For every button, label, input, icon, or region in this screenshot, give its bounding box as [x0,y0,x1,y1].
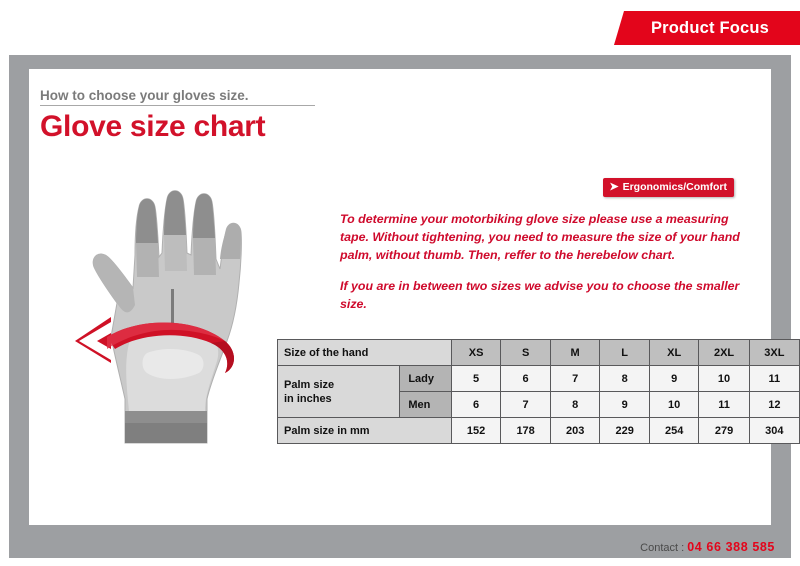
table-row-lady: Palm size in inches Lady 5 6 7 8 9 10 11 [276,365,800,418]
label-palm-size-mm: Palm size in mm [277,417,452,444]
cell-lady-xs: 5 [450,365,502,392]
product-focus-label: Product Focus [650,18,770,37]
cell-mm-3xl: 304 [748,417,800,444]
cell-men-3xl: 12 [748,391,800,418]
cell-men-l: 9 [599,391,650,418]
cell-mm-xl: 254 [648,417,700,444]
contact-phone: 04 66 388 585 [687,540,775,554]
instructions-line-1: To determine your motorbiking glove size… [340,212,729,244]
page-frame [9,55,791,558]
ergonomics-comfort-tag: ➤ Ergonomics/Comfort [603,178,734,197]
instructions-line-3: Then, reffer to the herebelow chart. [468,248,676,262]
cell-mm-2xl: 279 [698,417,750,444]
label-inches-line-1: Palm size [284,378,335,391]
contact-label: Contact : [640,542,685,554]
hand-palm-measure-illustration [75,190,242,444]
instructions-text: To determine your motorbiking glove size… [340,210,740,313]
instructions-line-4: If you are in between two sizes we advis… [340,279,740,311]
cell-lady-2xl: 10 [698,365,750,392]
cell-men-xl: 10 [648,391,700,418]
hand-shape [92,190,242,444]
page-title: Glove size chart [40,110,266,143]
cell-mm-s: 178 [500,417,551,444]
cell-mm-xs: 152 [450,417,502,444]
label-men: Men [399,391,452,418]
cell-mm-l: 229 [599,417,650,444]
ergonomics-comfort-label: Ergonomics/Comfort [622,181,727,193]
header-size-2xl: 2XL [698,339,750,366]
right-arrow-icon: ➤ [609,180,619,193]
label-lady: Lady [399,365,452,392]
cell-men-m: 8 [549,391,601,418]
contact-footer: Contact : 04 66 388 585 [640,540,775,554]
header-size-m: M [549,339,601,366]
cell-men-s: 7 [500,391,551,418]
label-inches-line-2: in inches [284,392,332,405]
glove-size-table: Size of the hand XS S M L XL 2XL 3XL Pal… [276,339,800,444]
header-size-xl: XL [648,339,700,366]
header-size-s: S [500,339,551,366]
cell-men-2xl: 11 [698,391,750,418]
table-row-mm: Palm size in mm 152 178 203 229 254 279 … [277,417,800,444]
cell-lady-3xl: 11 [748,365,800,392]
cell-lady-s: 6 [500,365,551,392]
header-size-3xl: 3XL [748,339,800,366]
header-size-l: L [599,339,650,366]
page-subtitle: How to choose your gloves size. [40,88,315,106]
cell-mm-m: 203 [549,417,601,444]
instructions-line-2: Without tightening, you need to measure … [340,230,740,262]
measure-arrow-icon [75,317,234,373]
cell-lady-xl: 9 [648,365,700,392]
cell-men-xs: 6 [450,391,502,418]
table-header-row: Size of the hand XS S M L XL 2XL 3XL [277,339,800,366]
cell-lady-m: 7 [549,365,601,392]
label-palm-size-inches: Palm size in inches [276,365,401,418]
header-size-xs: XS [450,339,502,366]
cell-lady-l: 8 [599,365,650,392]
product-focus-banner: Product Focus [614,11,800,45]
paragraph-spacer [340,264,740,277]
header-size-of-the-hand: Size of the hand [277,339,452,366]
